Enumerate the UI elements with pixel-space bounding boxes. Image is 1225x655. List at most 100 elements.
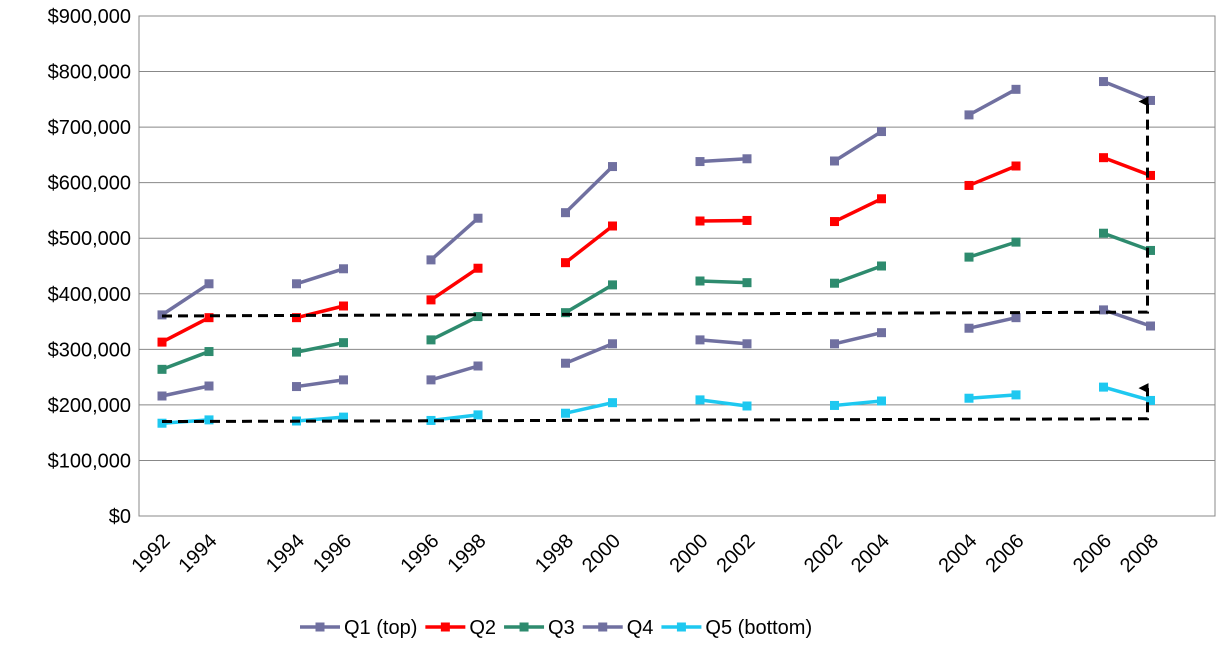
series-segment bbox=[833, 264, 883, 285]
data-point bbox=[473, 410, 483, 420]
x-tick-label: 1998 bbox=[531, 530, 578, 577]
series-segment bbox=[430, 314, 479, 342]
series-2 bbox=[157, 153, 1155, 347]
series-segment bbox=[296, 340, 344, 354]
data-point bbox=[157, 391, 167, 401]
series-segment bbox=[968, 315, 1017, 330]
data-point bbox=[292, 347, 301, 357]
data-point bbox=[204, 347, 214, 357]
data-point bbox=[742, 339, 752, 349]
data-point bbox=[561, 358, 570, 368]
series-segment bbox=[1102, 79, 1152, 103]
y-tick-label: $200,000 bbox=[48, 395, 131, 417]
series-segment bbox=[833, 130, 883, 163]
data-point bbox=[339, 412, 348, 422]
data-point bbox=[608, 280, 617, 290]
data-point bbox=[1011, 313, 1021, 323]
data-point bbox=[1099, 153, 1108, 163]
data-point bbox=[1099, 305, 1108, 315]
series-segment bbox=[1102, 231, 1152, 253]
data-point bbox=[561, 258, 570, 268]
y-tick-label: $700,000 bbox=[48, 117, 131, 139]
y-tick-label: $600,000 bbox=[48, 173, 131, 195]
x-axis-tick-labels: 1992 1994 1994 1996 1996 1998 1998 2000 2000 2002… bbox=[128, 530, 1164, 577]
legend-swatch-marker bbox=[440, 622, 450, 632]
series-segment bbox=[699, 338, 748, 346]
data-point bbox=[877, 127, 886, 137]
series-segment bbox=[429, 216, 480, 262]
data-point bbox=[695, 276, 705, 286]
data-point bbox=[1146, 395, 1155, 405]
data-point bbox=[204, 279, 214, 289]
data-point bbox=[157, 337, 167, 347]
data-point bbox=[608, 339, 617, 349]
data-point bbox=[1011, 161, 1021, 171]
series-segment bbox=[430, 266, 479, 302]
plot-area-border bbox=[138, 15, 1216, 517]
gridlines bbox=[139, 15, 1215, 517]
data-point bbox=[292, 382, 301, 392]
x-tick-label: 2008 bbox=[1116, 530, 1163, 577]
data-point bbox=[426, 375, 436, 385]
legend-item: Q1 (top) bbox=[300, 617, 417, 639]
dashed-arrow bbox=[161, 96, 1149, 318]
legend-label: Q4 bbox=[627, 617, 654, 639]
legend-swatch-marker bbox=[519, 622, 529, 632]
data-point bbox=[473, 361, 483, 371]
data-point bbox=[339, 301, 348, 311]
data-point bbox=[830, 339, 839, 349]
data-point bbox=[877, 194, 886, 204]
series-segment bbox=[564, 224, 614, 265]
data-point bbox=[964, 323, 974, 333]
data-point bbox=[964, 180, 974, 190]
data-point bbox=[608, 221, 617, 231]
x-tick-label: 1994 bbox=[175, 530, 222, 577]
series-segment bbox=[699, 279, 748, 285]
series-segment bbox=[564, 342, 614, 365]
data-point bbox=[695, 335, 705, 345]
series-segment bbox=[968, 87, 1017, 117]
data-point bbox=[1099, 382, 1108, 392]
data-point bbox=[1099, 228, 1108, 238]
legend-swatch-marker bbox=[598, 622, 608, 632]
series-segment bbox=[161, 282, 210, 317]
data-point bbox=[1146, 95, 1155, 105]
x-tick-label: 2002 bbox=[800, 530, 847, 577]
series-segment bbox=[834, 399, 882, 408]
series-segment bbox=[565, 400, 613, 415]
legend: Q1 (top) Q2 Q3 Q4 Q5 (bottom) bbox=[300, 617, 812, 639]
data-point bbox=[877, 261, 886, 271]
series-segment bbox=[161, 316, 210, 344]
x-tick-label: 1992 bbox=[128, 530, 175, 577]
data-point bbox=[742, 278, 752, 288]
data-point bbox=[1011, 390, 1021, 400]
series-segment bbox=[296, 378, 344, 389]
x-tick-label: 2004 bbox=[847, 530, 894, 577]
x-tick-label: 1994 bbox=[262, 530, 309, 577]
y-axis-tick-labels: $0 $100,000 $200,000 $300,000 $400,000 $500,0… bbox=[48, 6, 131, 528]
series-segment bbox=[968, 393, 1017, 400]
y-tick-label: $100,000 bbox=[48, 450, 131, 472]
data-point bbox=[339, 264, 348, 274]
x-tick-label: 2006 bbox=[1069, 530, 1116, 577]
legend-swatch-marker bbox=[676, 622, 686, 632]
legend-label: Q5 (bottom) bbox=[705, 617, 812, 639]
series-4 bbox=[157, 305, 1155, 401]
data-point bbox=[1146, 321, 1155, 331]
series-segment bbox=[699, 398, 748, 408]
data-point bbox=[1099, 77, 1108, 87]
series-segment bbox=[161, 384, 210, 398]
data-point bbox=[695, 157, 705, 167]
data-point bbox=[830, 278, 839, 288]
series-segment bbox=[161, 349, 210, 371]
data-point bbox=[339, 338, 348, 348]
data-point bbox=[426, 295, 436, 305]
data-point bbox=[964, 393, 974, 403]
legend-item: Q3 bbox=[504, 617, 575, 639]
data-point bbox=[561, 308, 570, 318]
data-point bbox=[742, 154, 752, 164]
data-point bbox=[473, 312, 483, 322]
data-point bbox=[157, 364, 167, 374]
x-tick-label: 1996 bbox=[397, 530, 444, 577]
